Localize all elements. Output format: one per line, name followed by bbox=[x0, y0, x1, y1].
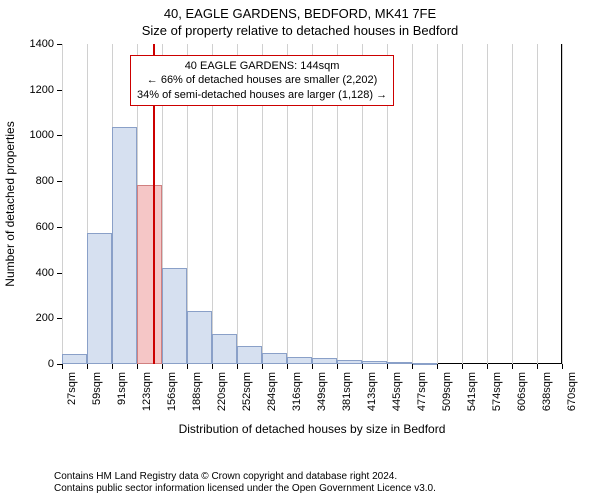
callout-line: 40 EAGLE GARDENS: 144sqm bbox=[137, 59, 387, 73]
xtick bbox=[387, 364, 388, 369]
xtick-label: 541sqm bbox=[466, 372, 478, 420]
gridline bbox=[537, 44, 538, 364]
ytick bbox=[57, 227, 62, 228]
footer-licence: Contains public sector information licen… bbox=[54, 483, 436, 494]
bar bbox=[362, 361, 387, 364]
xtick bbox=[187, 364, 188, 369]
page-title: 40, EAGLE GARDENS, BEDFORD, MK41 7FE bbox=[0, 0, 600, 21]
page-subtitle: Size of property relative to detached ho… bbox=[0, 21, 600, 38]
bar bbox=[287, 357, 312, 364]
gridline bbox=[462, 44, 463, 364]
x-axis-label: Distribution of detached houses by size … bbox=[62, 422, 562, 436]
xtick bbox=[487, 364, 488, 369]
xtick bbox=[162, 364, 163, 369]
xtick bbox=[312, 364, 313, 369]
xtick-label: 606sqm bbox=[516, 372, 528, 420]
ytick-label: 200 bbox=[22, 312, 54, 324]
xtick-label: 574sqm bbox=[491, 372, 503, 420]
ytick-label: 800 bbox=[22, 175, 54, 187]
bar-highlight bbox=[137, 185, 162, 364]
gridline bbox=[562, 44, 563, 364]
xtick bbox=[212, 364, 213, 369]
xtick-label: 316sqm bbox=[291, 372, 303, 420]
bar bbox=[237, 346, 262, 364]
ytick-label: 1400 bbox=[22, 38, 54, 50]
xtick bbox=[437, 364, 438, 369]
xtick bbox=[337, 364, 338, 369]
bar bbox=[262, 353, 287, 364]
xtick bbox=[262, 364, 263, 369]
xtick bbox=[512, 364, 513, 369]
gridline bbox=[487, 44, 488, 364]
xtick-label: 220sqm bbox=[216, 372, 228, 420]
bar bbox=[387, 362, 412, 364]
ytick bbox=[57, 181, 62, 182]
bar bbox=[112, 127, 137, 364]
ytick-label: 1000 bbox=[22, 129, 54, 141]
xtick-label: 413sqm bbox=[366, 372, 378, 420]
xtick-label: 509sqm bbox=[441, 372, 453, 420]
gridline bbox=[412, 44, 413, 364]
callout-box: 40 EAGLE GARDENS: 144sqm← 66% of detache… bbox=[130, 55, 394, 106]
ytick-label: 400 bbox=[22, 267, 54, 279]
callout-line: 34% of semi-detached houses are larger (… bbox=[137, 88, 387, 102]
gridline bbox=[62, 44, 63, 364]
ytick bbox=[57, 135, 62, 136]
xtick-label: 188sqm bbox=[191, 372, 203, 420]
xtick-label: 381sqm bbox=[341, 372, 353, 420]
bar bbox=[337, 360, 362, 364]
xtick-label: 445sqm bbox=[391, 372, 403, 420]
footer-copyright: Contains HM Land Registry data © Crown c… bbox=[54, 471, 397, 482]
xtick-label: 123sqm bbox=[141, 372, 153, 420]
xtick-label: 284sqm bbox=[266, 372, 278, 420]
xtick bbox=[562, 364, 563, 369]
y-axis-label: Number of detached properties bbox=[3, 121, 17, 286]
xtick bbox=[412, 364, 413, 369]
bar bbox=[62, 354, 87, 364]
xtick bbox=[462, 364, 463, 369]
gridline bbox=[512, 44, 513, 364]
xtick bbox=[137, 364, 138, 369]
xtick bbox=[287, 364, 288, 369]
xtick bbox=[362, 364, 363, 369]
xtick bbox=[112, 364, 113, 369]
ytick-label: 600 bbox=[22, 221, 54, 233]
ytick-label: 0 bbox=[22, 358, 54, 370]
xtick-label: 638sqm bbox=[541, 372, 553, 420]
xtick-label: 59sqm bbox=[91, 372, 103, 420]
xtick bbox=[87, 364, 88, 369]
ytick bbox=[57, 44, 62, 45]
bar bbox=[212, 334, 237, 364]
ytick bbox=[57, 318, 62, 319]
xtick-label: 349sqm bbox=[316, 372, 328, 420]
callout-line: ← 66% of detached houses are smaller (2,… bbox=[137, 73, 387, 87]
xtick bbox=[237, 364, 238, 369]
xtick bbox=[62, 364, 63, 369]
ytick-label: 1200 bbox=[22, 84, 54, 96]
bar bbox=[412, 363, 437, 365]
bar bbox=[162, 268, 187, 364]
bar bbox=[187, 311, 212, 364]
bar bbox=[312, 358, 337, 364]
bar bbox=[87, 233, 112, 364]
xtick-label: 252sqm bbox=[241, 372, 253, 420]
xtick bbox=[537, 364, 538, 369]
gridline bbox=[437, 44, 438, 364]
xtick-label: 477sqm bbox=[416, 372, 428, 420]
ytick bbox=[57, 90, 62, 91]
xtick-label: 156sqm bbox=[166, 372, 178, 420]
xtick-label: 670sqm bbox=[566, 372, 578, 420]
xtick-label: 91sqm bbox=[116, 372, 128, 420]
ytick bbox=[57, 273, 62, 274]
xtick-label: 27sqm bbox=[66, 372, 78, 420]
